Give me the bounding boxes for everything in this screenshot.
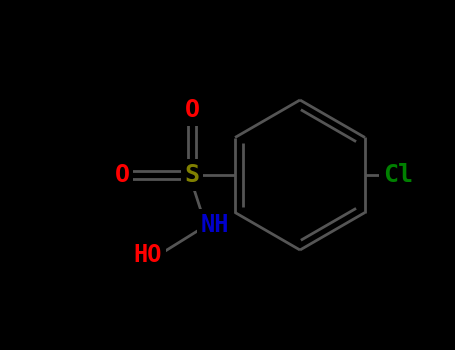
Text: HO: HO xyxy=(134,243,162,267)
Text: NH: NH xyxy=(201,213,229,237)
Text: Cl: Cl xyxy=(383,163,413,187)
Text: O: O xyxy=(184,98,199,122)
Text: O: O xyxy=(115,163,130,187)
Text: S: S xyxy=(184,163,199,187)
